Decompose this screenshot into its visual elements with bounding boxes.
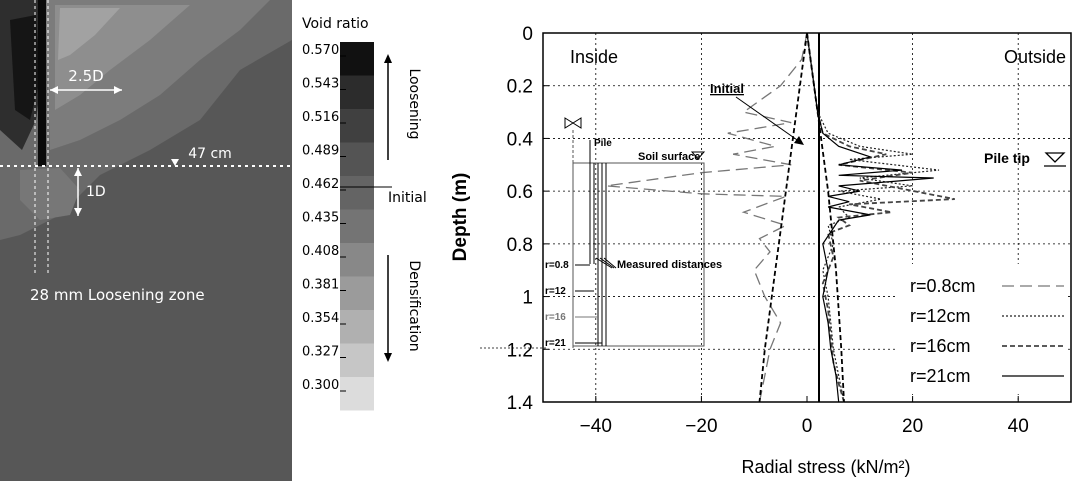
y-tick-label: 1.2 (507, 340, 533, 361)
legend-label: r=16cm (910, 336, 971, 356)
densification-arrow-head (384, 353, 392, 362)
legend-label: r=0.8cm (910, 276, 976, 296)
annotation-initial-arrow (735, 96, 801, 143)
colorbar-cell (340, 276, 374, 310)
label-1d: 1D (86, 184, 106, 200)
colorbar-cell (340, 310, 374, 344)
region-label-outside: Outside (1004, 47, 1066, 67)
colorbar-title: Void ratio (302, 16, 369, 32)
x-tick-label: 0 (802, 416, 813, 437)
series-initial (758, 32, 808, 403)
label-47cm: 47 cm (188, 146, 232, 162)
annotation-initial: Initial (710, 81, 744, 96)
colorbar-cell (340, 209, 374, 243)
colorbar-tick-label: 0.300 (302, 378, 339, 393)
y-tick-label: 0.4 (507, 129, 534, 150)
inset-box (572, 162, 705, 347)
series-r-12cm (806, 32, 940, 403)
colorbar-tick-label: 0.543 (302, 77, 339, 92)
chart-legend: r=0.8cm r=12cm r=16cm r=21cm (910, 276, 1064, 386)
colorbar-tick-label: 0.516 (302, 110, 339, 125)
inset-measured-arrows (595, 257, 617, 269)
region-label-inside: Inside (570, 47, 618, 67)
colorbar-cell (340, 75, 374, 109)
colorbar-cell (340, 109, 374, 143)
series-r-16cm (806, 32, 955, 403)
radial-stress-chart: −40 −20 0 20 40 0 0.2 0.4 0.6 0.8 1 1.2 1.4 Depth (m… (450, 24, 1072, 477)
y-tick-label: 1 (522, 288, 533, 309)
label-loosening-zone: 28 mm Loosening zone (30, 286, 205, 304)
colorbar-cell (340, 343, 374, 377)
label-25d: 2.5D (68, 67, 103, 85)
y-tick-label: 0.6 (507, 182, 533, 203)
inset-distance-label: r=12 (545, 286, 566, 297)
arrow-1d-head-top (74, 168, 82, 176)
colorbar-cell (340, 142, 374, 176)
contour-region-lightest (58, 8, 120, 60)
colorbar: Void ratio 0.570 0.543 0.516 0.489 0.462 0.43… (302, 16, 427, 411)
pile (38, 0, 46, 166)
annotation-pile-tip: Pile tip (984, 150, 1030, 166)
x-tick-label: 20 (902, 416, 923, 437)
colorbar-cell (340, 377, 374, 411)
colorbar-tick-label: 0.489 (302, 144, 339, 159)
colorbar-cell (340, 176, 374, 210)
inset-pile-label: Pile (594, 138, 612, 149)
chart-ticks: −40 −20 0 20 40 0 0.2 0.4 0.6 0.8 1 1.2 1.4 (507, 24, 1029, 437)
y-tick-label: 1.4 (507, 393, 534, 414)
inset-schematic: Pile Soil surface Measured distances r=0… (545, 117, 722, 350)
inset-soil-surface-symbol (690, 151, 706, 160)
loosening-label: Loosening (406, 68, 422, 139)
x-axis-label: Radial stress (kN/m²) (741, 457, 910, 477)
y-axis-label: Depth (m) (450, 173, 471, 262)
void-ratio-contour: 2.5D 47 cm 1D 28 mm Loosening zone (0, 0, 292, 481)
chart-series (606, 32, 955, 403)
colorbar-tick-label: 0.408 (302, 244, 339, 259)
x-tick-label: −40 (580, 416, 612, 437)
annotation-initial-arrowhead (794, 136, 804, 145)
loosening-arrow-head (384, 54, 392, 63)
inset-distance-label: r=21 (545, 338, 566, 349)
arrow-25d-head-right (114, 86, 122, 94)
series-r-0-8cm (606, 32, 808, 403)
marker-47cm (171, 159, 179, 166)
colorbar-tick-label: 0.327 (302, 345, 339, 360)
inset-soil-surface-label: Soil surface (638, 151, 700, 163)
colorbar-tick-label: 0.354 (302, 311, 339, 326)
y-tick-label: 0.8 (507, 235, 533, 256)
colorbar-tick-label: 0.381 (302, 278, 339, 293)
legend-label: r=12cm (910, 306, 971, 326)
colorbar-cell (340, 42, 374, 76)
pile-tip-symbol (1044, 152, 1066, 167)
colorbar-cell (340, 243, 374, 277)
inset-valve-icon (564, 117, 582, 129)
inset-measured-label: Measured distances (617, 259, 722, 271)
colorbar-tick-label: 0.435 (302, 211, 339, 226)
inset-distance-label: r=16 (545, 312, 566, 323)
arrow-1d-head-bottom (74, 208, 82, 216)
contour-region-darkest (10, 15, 40, 120)
series-initial (806, 32, 845, 403)
y-tick-label: 0.2 (507, 77, 533, 98)
x-tick-label: 40 (1008, 416, 1029, 437)
arrow-25d-head-left (50, 86, 58, 94)
colorbar-tick-label: 0.462 (302, 177, 339, 192)
legend-label: r=21cm (910, 366, 971, 386)
x-tick-label: −20 (685, 416, 717, 437)
colorbar-tick-label: 0.570 (302, 43, 339, 58)
colorbar-initial-label: Initial (388, 190, 427, 206)
inset-distance-label: r=0.8 (545, 260, 569, 271)
y-tick-label: 0 (522, 24, 533, 45)
densification-label: Densification (406, 260, 422, 351)
